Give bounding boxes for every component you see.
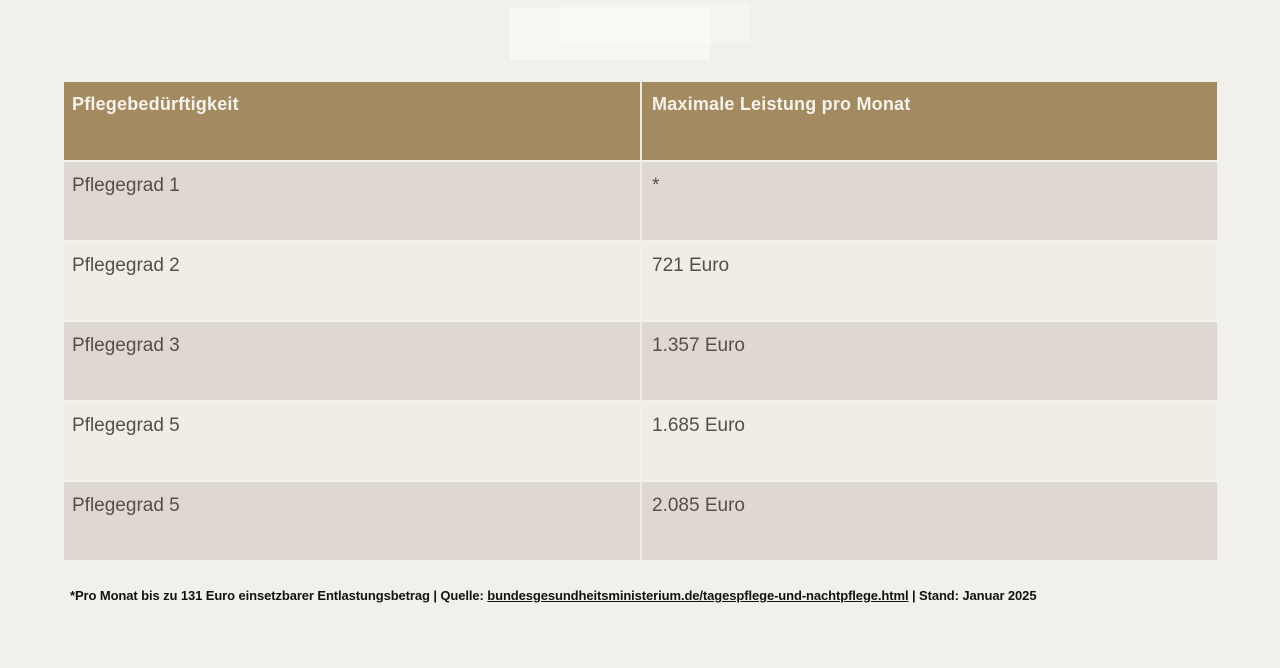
grade-cell: Pflegegrad 1 xyxy=(72,175,180,196)
care-benefits-table: Pflegebedürftigkeit Maximale Leistung pr… xyxy=(64,82,1217,560)
amount-cell: 1.685 Euro xyxy=(640,402,1217,480)
grade-cell: Pflegegrad 5 xyxy=(72,495,180,516)
source-link[interactable]: bundesgesundheitsministerium.de/tagespfl… xyxy=(487,588,909,603)
table-row: Pflegegrad 5 2.085 Euro xyxy=(64,482,1217,560)
header-cell-maximale-leistung: Maximale Leistung pro Monat xyxy=(640,82,1217,160)
grade-cell: Pflegegrad 2 xyxy=(72,255,180,276)
table-row: Pflegegrad 1 * xyxy=(64,162,1217,240)
footnote-text: *Pro Monat bis zu 131 Euro einsetzbarer … xyxy=(70,588,488,603)
amount-cell: 721 Euro xyxy=(640,242,1217,320)
table-header-row: Pflegebedürftigkeit Maximale Leistung pr… xyxy=(64,82,1217,160)
header-cell-pflegebeduerftigkeit: Pflegebedürftigkeit xyxy=(72,94,239,114)
table-body: Pflegegrad 1 * Pflegegrad 2 721 Euro Pfl… xyxy=(64,162,1217,560)
footnote-date: | Stand: Januar 2025 xyxy=(908,588,1037,603)
amount-cell: 1.357 Euro xyxy=(640,322,1217,400)
ghost-watermark xyxy=(505,3,755,65)
amount-cell: 2.085 Euro xyxy=(640,482,1217,560)
amount-cell: * xyxy=(640,162,1217,240)
ghost-watermark-shape xyxy=(560,3,750,43)
table-row: Pflegegrad 5 1.685 Euro xyxy=(64,402,1217,480)
table-row: Pflegegrad 2 721 Euro xyxy=(64,242,1217,320)
table-row: Pflegegrad 3 1.357 Euro xyxy=(64,322,1217,400)
ghost-watermark-shape xyxy=(510,8,710,60)
grade-cell: Pflegegrad 5 xyxy=(72,415,180,436)
footnote: *Pro Monat bis zu 131 Euro einsetzbarer … xyxy=(70,588,1037,603)
grade-cell: Pflegegrad 3 xyxy=(72,335,180,356)
